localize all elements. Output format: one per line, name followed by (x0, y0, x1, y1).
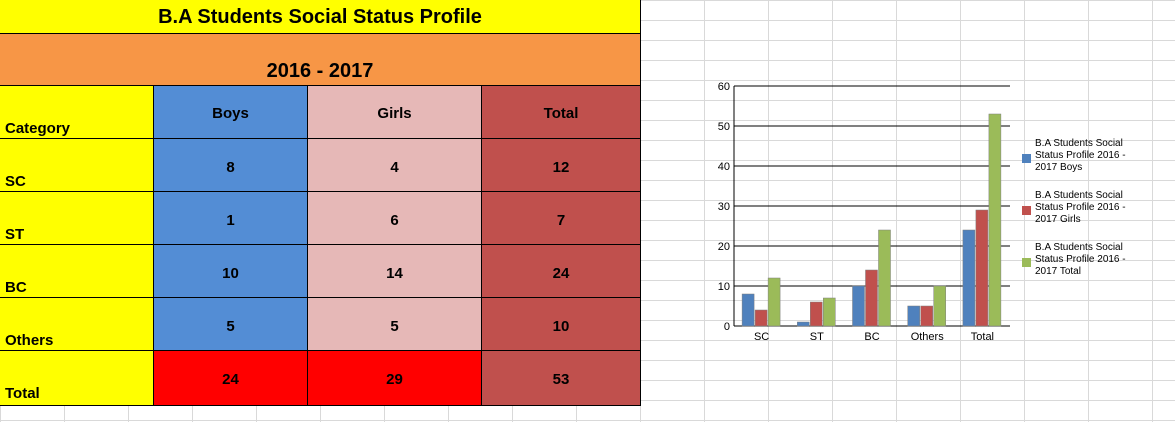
row-category-label: ST (5, 226, 25, 243)
legend-swatch (1022, 154, 1031, 163)
legend-swatch (1022, 258, 1031, 267)
y-tick-label: 60 (718, 81, 730, 93)
total-cell[interactable]: 7 (482, 192, 641, 245)
bar-chart[interactable]: 0 10 20 30 40 50 60 SC ST BC Others Total B.A Studen… (690, 78, 1126, 358)
girls-cell[interactable]: 4 (308, 139, 482, 192)
sheet-year[interactable]: 2016 - 2017 (0, 34, 641, 86)
chart-bar (865, 269, 878, 327)
row-category-cell[interactable]: ST (0, 192, 154, 245)
boys-cell[interactable]: 10 (154, 245, 308, 298)
y-tick-label: 30 (718, 201, 730, 213)
girls-cell[interactable]: 5 (308, 298, 482, 351)
chart-bar (907, 305, 920, 327)
chart-bar (878, 229, 891, 327)
y-tick-label: 50 (718, 121, 730, 133)
chart-bar (852, 285, 865, 327)
total-cell[interactable]: 12 (482, 139, 641, 192)
y-tick-label: 10 (718, 281, 730, 293)
chart-bar (767, 277, 781, 327)
row-category-label: Total (5, 385, 40, 402)
total-cell[interactable]: 10 (482, 298, 641, 351)
legend-label: B.A Students Social Status Profile 2016 -… (1035, 138, 1126, 173)
sheet-title[interactable]: B.A Students Social Status Profile (0, 0, 641, 34)
header-category[interactable]: Category (0, 86, 154, 139)
chart-bar (920, 305, 933, 327)
boys-cell[interactable]: 5 (154, 298, 308, 351)
x-tick-label: SC (754, 331, 769, 343)
y-tick-label: 0 (724, 321, 730, 333)
boys-cell[interactable]: 8 (154, 139, 308, 192)
row-category-label: Others (5, 332, 54, 349)
header-girls[interactable]: Girls (308, 86, 482, 139)
row-category-cell[interactable]: SC (0, 139, 154, 192)
legend-label: B.A Students Social Status Profile 2016 -… (1035, 242, 1126, 277)
x-tick-label: ST (810, 331, 824, 343)
spreadsheet-table: B.A Students Social Status Profile 2016 … (0, 0, 641, 406)
header-boys[interactable]: Boys (154, 86, 308, 139)
girls-cell[interactable]: 29 (308, 351, 482, 406)
header-category-label: Category (5, 120, 71, 137)
legend-swatch (1022, 206, 1031, 215)
total-cell[interactable]: 53 (482, 351, 641, 406)
row-category-label: SC (5, 173, 26, 190)
boys-cell[interactable]: 1 (154, 192, 308, 245)
chart-bar (754, 309, 768, 327)
y-tick-label: 40 (718, 161, 730, 173)
x-tick-label: BC (864, 331, 879, 343)
chart-bar (741, 293, 755, 327)
girls-cell[interactable]: 6 (308, 192, 482, 245)
y-tick-label: 20 (718, 241, 730, 253)
chart-bar (962, 229, 976, 327)
chart-bar (797, 321, 810, 327)
row-category-cell[interactable]: Others (0, 298, 154, 351)
row-category-cell[interactable]: BC (0, 245, 154, 298)
row-category-cell[interactable]: Total (0, 351, 154, 406)
x-tick-label: Others (911, 331, 945, 343)
boys-cell[interactable]: 24 (154, 351, 308, 406)
chart-bar (988, 113, 1002, 327)
chart-bar (975, 209, 989, 327)
legend-label: B.A Students Social Status Profile 2016 -… (1035, 190, 1126, 225)
total-cell[interactable]: 24 (482, 245, 641, 298)
x-tick-label: Total (971, 331, 994, 343)
girls-cell[interactable]: 14 (308, 245, 482, 298)
header-total[interactable]: Total (482, 86, 641, 139)
chart-bar (933, 285, 946, 327)
chart-bar (823, 297, 836, 327)
row-category-label: BC (5, 279, 27, 296)
chart-bar (810, 301, 823, 327)
bar-chart-svg: 0 10 20 30 40 50 60 SC ST BC Others Total B.A Studen… (718, 81, 1126, 343)
